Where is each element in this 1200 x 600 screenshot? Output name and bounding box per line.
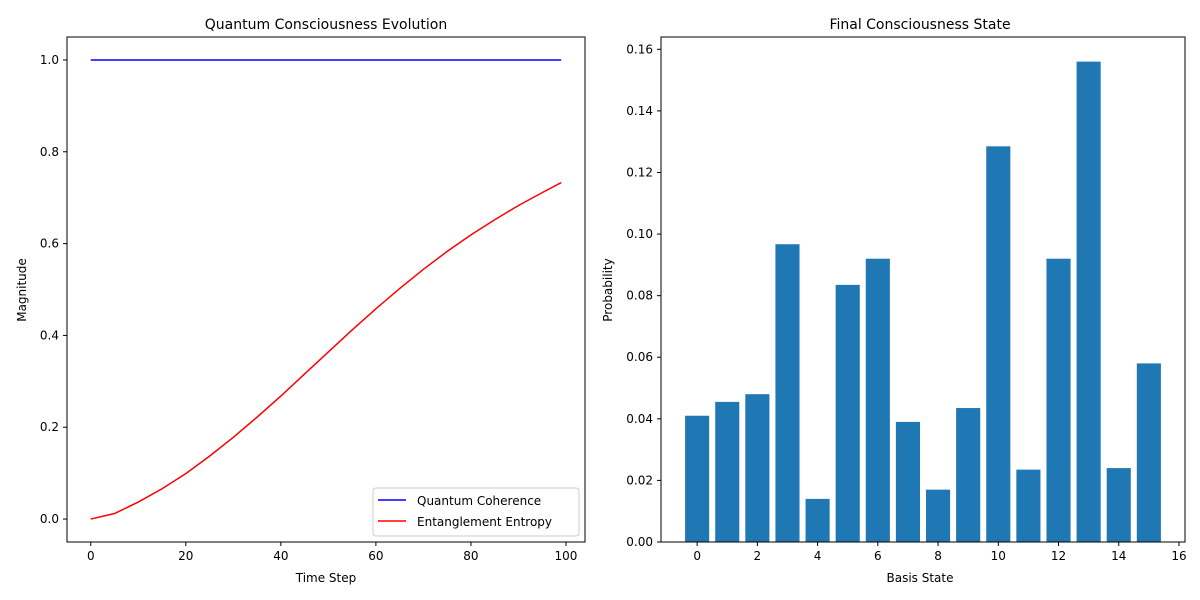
bar-basis-state-14 (1106, 468, 1131, 542)
bar-chart-panel: Final Consciousness State 0 2 4 6 8 10 12 14 16 … (601, 17, 1187, 585)
bar-chart-axes-frame (660, 36, 1186, 543)
line-chart-x-ticks: 0 20 40 60 80 100 (87, 542, 578, 563)
bar-chart-y-ticks: 0.00 0.02 0.04 0.06 0.08 0.10 0.12 0.14 0.16 (626, 42, 661, 549)
y-tick-label: 1.0 (40, 53, 59, 67)
bar-basis-state-10 (986, 146, 1011, 542)
x-tick-label: 80 (463, 549, 478, 563)
y-tick-label: 0.12 (626, 165, 653, 179)
bar-basis-state-0 (685, 415, 710, 542)
line-chart-panel: Quantum Consciousness Evolution 0 20 40 60 8… (15, 17, 586, 585)
bar-basis-state-7 (895, 421, 920, 542)
y-tick-label: 0.06 (626, 350, 653, 364)
bar-basis-state-13 (1076, 61, 1101, 542)
x-tick-label: 6 (874, 549, 882, 563)
y-tick-label: 0.8 (40, 145, 59, 159)
bar-basis-state-12 (1046, 258, 1071, 542)
legend: Quantum Coherence Entanglement Entropy (372, 487, 580, 537)
line-chart-x-axis-label: Time Step (295, 571, 357, 585)
bar-chart-plot (685, 61, 1161, 543)
line-chart-y-axis-label: Magnitude (15, 258, 29, 322)
x-tick-label: 0 (87, 549, 95, 563)
y-tick-label: 0.0 (40, 512, 59, 526)
bar-basis-state-5 (835, 284, 860, 542)
x-tick-label: 2 (754, 549, 762, 563)
x-tick-label: 10 (991, 549, 1006, 563)
y-tick-label: 0.04 (626, 412, 653, 426)
line-chart-axes-frame (66, 36, 586, 543)
legend-label-entanglement-entropy: Entanglement Entropy (417, 515, 552, 529)
bar-chart-x-axis-label: Basis State (886, 571, 953, 585)
line-chart-y-ticks: 0.0 0.2 0.4 0.6 0.8 1.0 (40, 53, 67, 526)
bar-basis-state-8 (926, 489, 951, 542)
y-tick-label: 0.10 (626, 227, 653, 241)
x-tick-label: 40 (273, 549, 288, 563)
y-tick-label: 0.08 (626, 289, 653, 303)
bar-basis-state-4 (805, 498, 830, 542)
bar-chart-x-ticks: 0 2 4 6 8 10 12 14 16 (693, 542, 1187, 563)
bar-basis-state-11 (1016, 469, 1041, 542)
bar-basis-state-15 (1136, 363, 1161, 542)
bar-chart-y-axis-label: Probability (601, 258, 615, 321)
y-tick-label: 0.16 (626, 42, 653, 56)
y-tick-label: 0.6 (40, 237, 59, 251)
line-chart-plot (90, 59, 562, 520)
bar-basis-state-1 (715, 401, 740, 542)
x-tick-label: 16 (1171, 549, 1186, 563)
y-tick-label: 0.14 (626, 104, 653, 118)
bar-basis-state-9 (956, 408, 981, 542)
line-chart-title: Quantum Consciousness Evolution (205, 17, 447, 33)
x-tick-label: 8 (934, 549, 942, 563)
y-tick-label: 0.02 (626, 473, 653, 487)
x-tick-label: 20 (178, 549, 193, 563)
legend-label-quantum-coherence: Quantum Coherence (417, 494, 541, 508)
y-tick-label: 0.00 (626, 535, 653, 549)
x-tick-label: 12 (1051, 549, 1066, 563)
y-tick-label: 0.2 (40, 420, 59, 434)
x-tick-label: 0 (693, 549, 701, 563)
bar-basis-state-2 (745, 394, 770, 542)
x-tick-label: 14 (1111, 549, 1126, 563)
x-tick-label: 4 (814, 549, 822, 563)
x-tick-label: 100 (555, 549, 578, 563)
bar-chart-title: Final Consciousness State (829, 17, 1010, 33)
series-line-entanglement-entropy (90, 181, 562, 520)
y-tick-label: 0.4 (40, 328, 59, 342)
legend-box (372, 487, 580, 537)
x-tick-label: 60 (368, 549, 383, 563)
bar-basis-state-6 (865, 258, 890, 542)
bar-basis-state-3 (775, 244, 800, 543)
